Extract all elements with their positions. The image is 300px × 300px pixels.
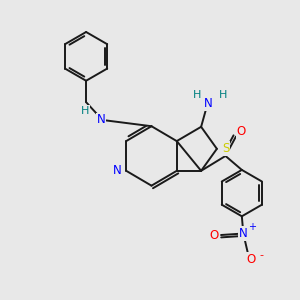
Text: H: H [193, 90, 201, 100]
Text: N: N [204, 98, 213, 110]
Text: N: N [113, 164, 122, 177]
Text: -: - [259, 250, 263, 260]
Text: O: O [210, 229, 219, 242]
Text: N: N [239, 227, 248, 240]
Text: H: H [219, 90, 228, 100]
Text: O: O [246, 253, 255, 266]
Text: N: N [97, 113, 105, 127]
Text: S: S [222, 142, 230, 155]
Text: +: + [248, 222, 256, 232]
Text: H: H [80, 106, 89, 116]
Text: O: O [237, 125, 246, 138]
